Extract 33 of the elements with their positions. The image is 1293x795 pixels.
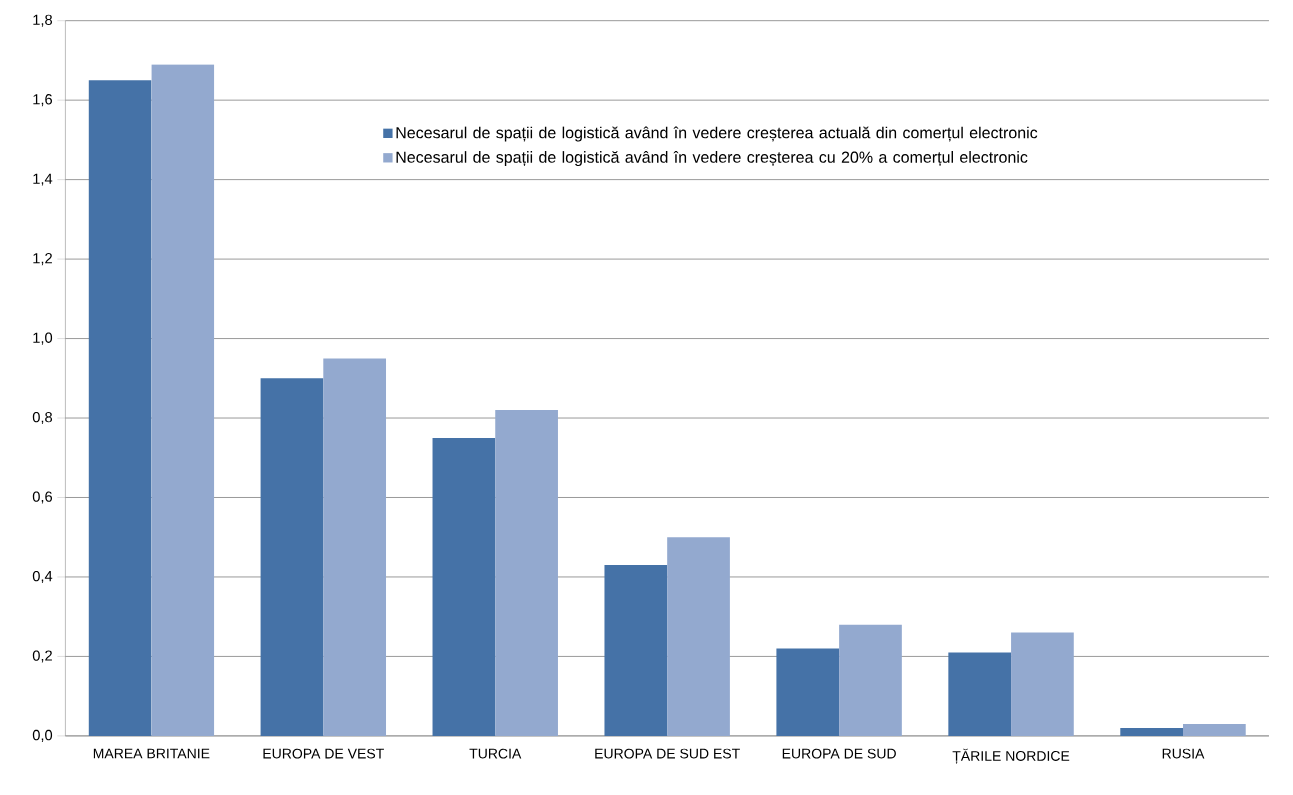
bar xyxy=(88,80,152,737)
y-tick-label: 1,0 xyxy=(33,332,53,345)
y-tick-label: 1,8 xyxy=(33,14,53,27)
bar xyxy=(432,438,496,737)
y-tick-label: 0,0 xyxy=(32,730,53,743)
bar xyxy=(1011,632,1074,737)
bar xyxy=(667,537,730,737)
y-tick-label: 0,6 xyxy=(32,491,53,504)
x-tick-label: EUROPA DE VEST xyxy=(263,748,384,759)
bar xyxy=(495,410,558,737)
legend-label: Necesarul de spații de logistică având în vedere creșterea actuală din comerțul electronic xyxy=(396,126,1038,142)
x-tick-label: ȚĂRILE NORDICE xyxy=(952,748,1070,764)
x-tick-label: EUROPA DE SUD EST xyxy=(595,748,740,759)
bar xyxy=(776,648,840,737)
bar xyxy=(1120,728,1184,737)
bar xyxy=(839,624,902,737)
x-tick-label: EUROPA DE SUD xyxy=(782,748,896,759)
x-tick-label: MAREA BRITANIE xyxy=(93,748,210,759)
bar xyxy=(948,652,1012,737)
y-tick-label: 0,2 xyxy=(32,650,52,663)
y-tick-label: 1,4 xyxy=(33,173,53,186)
bar xyxy=(151,64,215,737)
bar xyxy=(1183,724,1246,737)
bar xyxy=(604,565,668,737)
bar xyxy=(260,378,324,737)
legend-label: Necesarul de spații de logistică având în vedere creșterea cu 20% a comerțul electronic xyxy=(396,151,1028,167)
x-tick-label: RUSIA xyxy=(1162,748,1205,759)
y-tick-label: 0,8 xyxy=(32,412,53,425)
y-tick-label: 1,2 xyxy=(33,253,52,266)
bar xyxy=(323,358,387,737)
y-tick-label: 1,6 xyxy=(33,94,53,107)
x-tick-label: TURCIA xyxy=(469,748,522,759)
y-tick-label: 0,4 xyxy=(32,571,53,584)
